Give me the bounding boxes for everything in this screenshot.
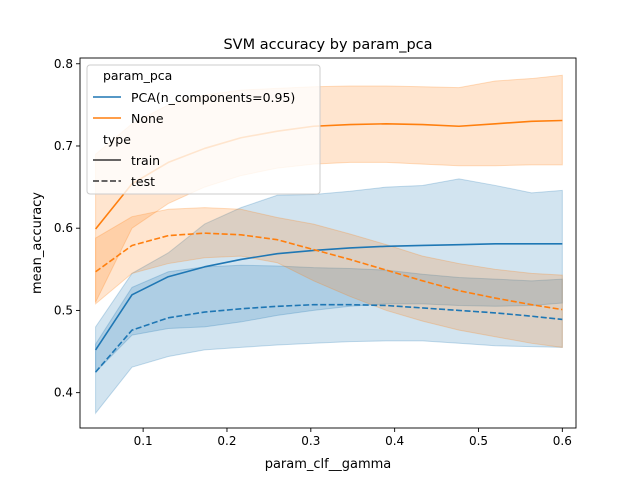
y-tick-label-1: 0.5 <box>54 303 73 317</box>
x-tick-label-1: 0.2 <box>217 434 236 448</box>
legend: param_pcaPCA(n_components=0.95)Nonetypet… <box>86 64 321 195</box>
y-tick-label-4: 0.8 <box>54 57 73 71</box>
legend-hue-label-1: None <box>131 111 164 126</box>
x-tick-label-0: 0.1 <box>134 434 153 448</box>
y-tick-label-3: 0.7 <box>54 139 73 153</box>
legend-hue-title: param_pca <box>103 68 172 83</box>
axes: 0.1 0.2 0.3 0.4 0.5 0.6 0.4 0.5 0.6 0.7 0.8 <box>54 57 577 448</box>
x-tick-label-3: 0.4 <box>385 434 404 448</box>
ci-band-1 <box>95 264 563 415</box>
x-tick-label-5: 0.6 <box>553 434 572 448</box>
series-line-0 <box>94 243 563 351</box>
series-line-3 <box>95 232 563 311</box>
x-tick-label-4: 0.5 <box>469 434 488 448</box>
legend-hue-label-0: PCA(n_components=0.95) <box>131 90 295 105</box>
legend-frame <box>86 64 321 195</box>
x-tick-label-2: 0.3 <box>301 434 320 448</box>
legend-style-title: type <box>103 132 131 147</box>
confidence-bands <box>95 74 563 415</box>
series-line-1 <box>94 303 563 373</box>
y-axis-label: mean_accuracy <box>30 192 45 294</box>
legend-style-label-1: test <box>131 174 155 189</box>
y-tick-label-0: 0.4 <box>54 386 73 400</box>
chart-title: SVM accuracy by param_pca <box>223 37 432 53</box>
axes-frame <box>79 57 577 429</box>
ci-band-0 <box>95 178 563 374</box>
legend-style-label-0: train <box>131 153 160 168</box>
ci-band-3 <box>95 207 563 348</box>
x-axis-label: param_clf__gamma <box>265 457 392 472</box>
y-tick-label-2: 0.6 <box>54 221 73 235</box>
